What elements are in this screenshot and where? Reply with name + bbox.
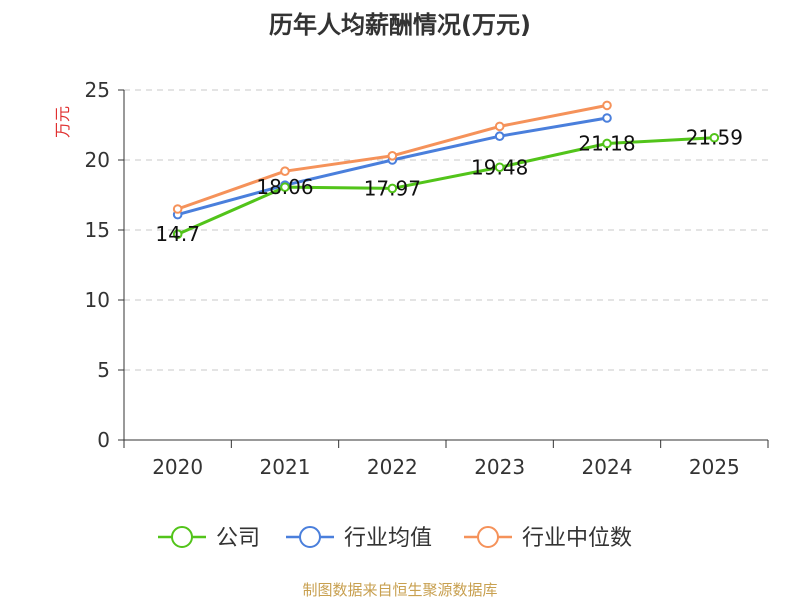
y-tick-label: 15	[85, 218, 110, 242]
y-tick-label: 20	[85, 148, 110, 172]
data-label: 14.7	[155, 222, 200, 246]
data-label: 21.18	[578, 131, 635, 155]
data-point[interactable]	[387, 151, 398, 161]
data-point[interactable]	[709, 132, 720, 143]
data-point[interactable]	[602, 100, 612, 111]
data-label: 18.06	[256, 175, 313, 199]
data-point[interactable]	[172, 204, 183, 214]
data-point[interactable]	[602, 138, 612, 149]
grid	[124, 89, 768, 371]
data-point[interactable]	[387, 183, 398, 194]
data-point[interactable]	[494, 162, 505, 173]
series	[172, 100, 720, 239]
series-line-0	[176, 136, 716, 236]
x-tick-label: 2020	[152, 455, 203, 479]
legend-item[interactable]: 公司	[158, 526, 260, 551]
legend-label: 公司	[216, 526, 260, 551]
legend-marker	[299, 526, 321, 548]
legend-marker	[171, 526, 193, 548]
data-point[interactable]	[602, 113, 612, 123]
legend-label: 行业中位数	[522, 526, 632, 551]
y-axis-label: 万元	[53, 106, 72, 138]
x-tick-label: 2025	[689, 455, 740, 479]
x-tick-label: 2022	[367, 455, 418, 479]
data-label: 17.97	[364, 176, 421, 200]
x-tick-label: 2024	[582, 455, 633, 479]
legend-marker	[477, 526, 499, 548]
data-point[interactable]	[494, 121, 505, 132]
y-tick-label: 0	[97, 428, 110, 452]
data-point[interactable]	[494, 131, 505, 141]
source-note: 制图数据来自恒生聚源数据库	[302, 581, 497, 599]
data-point[interactable]	[280, 166, 290, 176]
legend-item[interactable]: 行业中位数	[464, 526, 632, 551]
x-tick-label: 2023	[474, 455, 525, 479]
y-tick-label: 5	[97, 358, 110, 382]
y-tick-label: 25	[85, 78, 110, 102]
legend-item[interactable]: 行业均值	[286, 526, 432, 551]
data-point[interactable]	[172, 229, 183, 239]
data-labels: 14.7 18.06 17.97 19.48 21.18 21.59	[155, 126, 743, 246]
legend-label: 行业均值	[344, 526, 432, 551]
legend[interactable]: 公司 行业均值 行业中位数	[158, 526, 632, 551]
data-label: 21.59	[686, 126, 743, 150]
chart-title: 历年人均薪酬情况(万元)	[269, 11, 531, 39]
data-point[interactable]	[280, 182, 290, 192]
data-label: 19.48	[471, 155, 528, 179]
x-tick-label: 2021	[260, 455, 311, 479]
y-tick-label: 10	[85, 288, 110, 312]
